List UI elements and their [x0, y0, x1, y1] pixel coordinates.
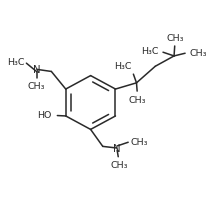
Text: N: N	[113, 143, 121, 153]
Text: CH₃: CH₃	[189, 48, 207, 57]
Text: CH₃: CH₃	[27, 82, 45, 91]
Text: H₃C: H₃C	[141, 47, 159, 56]
Text: CH₃: CH₃	[166, 34, 184, 43]
Text: CH₃: CH₃	[130, 138, 148, 147]
Text: CH₃: CH₃	[110, 160, 128, 169]
Text: H₃C: H₃C	[114, 62, 132, 71]
Text: H₃C: H₃C	[7, 58, 25, 67]
Text: N: N	[33, 65, 41, 75]
Text: CH₃: CH₃	[129, 95, 146, 104]
Text: HO: HO	[37, 111, 51, 120]
